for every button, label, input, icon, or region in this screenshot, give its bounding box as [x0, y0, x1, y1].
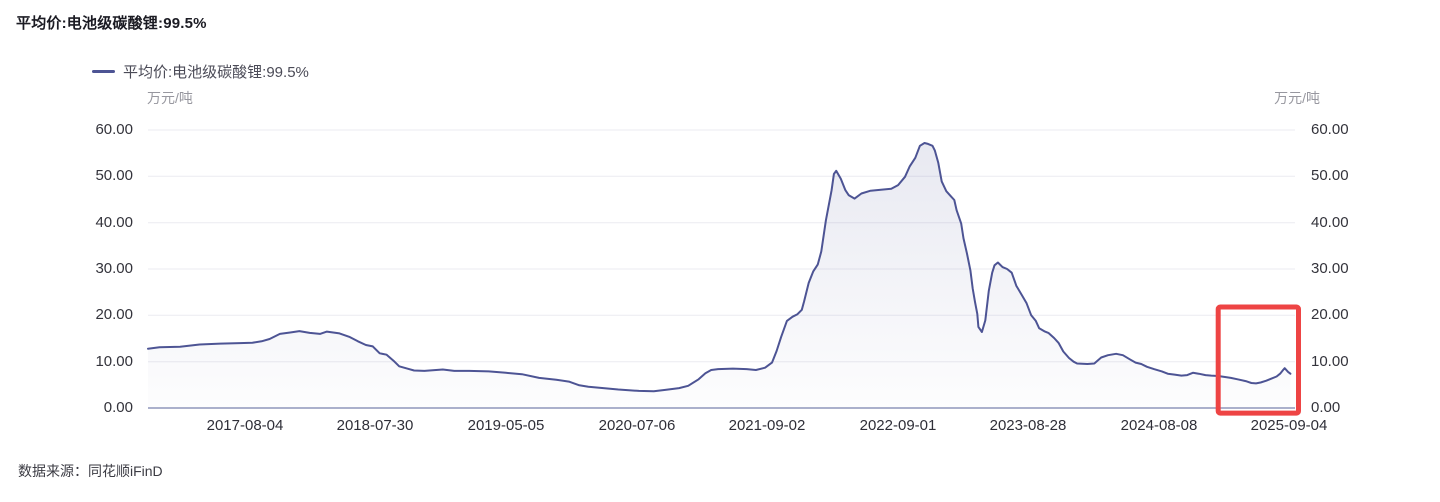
price-line	[147, 142, 1292, 393]
y-axis-label-right: 50.00	[1311, 167, 1349, 184]
y-axis-label-right: 60.00	[1311, 121, 1349, 138]
y-axis-unit-left: 万元/吨	[147, 90, 193, 106]
x-axis-label: 2022-09-01	[859, 417, 937, 434]
x-axis-label: 2025-09-04	[1250, 417, 1328, 434]
y-axis-label-right: 40.00	[1311, 214, 1349, 231]
y-axis-unit-right: 万元/吨	[1274, 90, 1320, 106]
data-source-note: 数据来源：同花顺iFinD	[18, 463, 163, 479]
area-fill	[148, 143, 1291, 408]
y-axis-label-left: 50.00	[95, 167, 133, 184]
y-axis-label-right: 10.00	[1311, 353, 1349, 370]
x-axis-label: 2018-07-30	[336, 417, 414, 434]
y-axis-label-left: 60.00	[95, 121, 133, 138]
chart-plot-area[interactable]	[147, 129, 1301, 416]
x-axis-label: 2020-07-06	[598, 417, 676, 434]
y-axis-label-left: 40.00	[95, 214, 133, 231]
y-axis-label-left: 10.00	[95, 353, 133, 370]
x-axis-label: 2024-08-08	[1120, 417, 1198, 434]
legend-label: 平均价:电池级碳酸锂:99.5%	[123, 64, 309, 81]
y-axis-label-right: 20.00	[1311, 306, 1349, 323]
legend-item[interactable]: 平均价:电池级碳酸锂:99.5%	[92, 61, 309, 82]
y-axis-label-left: 30.00	[95, 260, 133, 277]
y-axis-label-left: 0.00	[103, 399, 133, 416]
x-axis-label: 2021-09-02	[728, 417, 806, 434]
y-axis-label-right: 0.00	[1311, 399, 1341, 416]
highlight-box	[1215, 304, 1301, 416]
x-axis-label: 2023-08-28	[989, 417, 1067, 434]
y-axis-label-right: 30.00	[1311, 260, 1349, 277]
page-title: 平均价:电池级碳酸锂:99.5%	[16, 15, 207, 32]
legend-line-marker-icon	[92, 70, 115, 73]
y-axis-label-left: 20.00	[95, 306, 133, 323]
x-axis-label: 2017-08-04	[206, 417, 284, 434]
x-axis-label: 2019-05-05	[467, 417, 545, 434]
